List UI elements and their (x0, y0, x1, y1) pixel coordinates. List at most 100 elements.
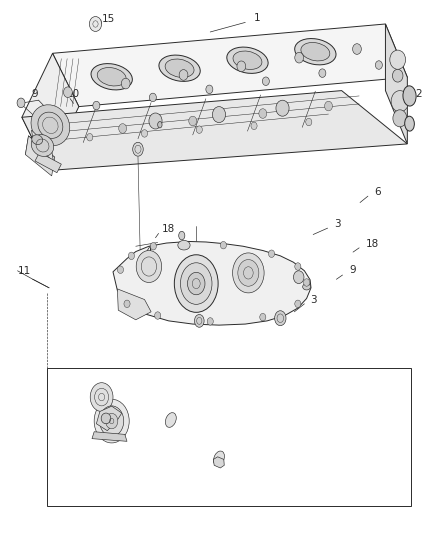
Ellipse shape (233, 253, 264, 293)
Circle shape (207, 318, 213, 325)
Text: 6: 6 (374, 188, 381, 197)
Circle shape (196, 126, 202, 133)
Ellipse shape (90, 383, 113, 411)
Ellipse shape (238, 260, 259, 286)
Circle shape (119, 124, 127, 133)
Circle shape (206, 85, 213, 94)
Ellipse shape (159, 55, 200, 82)
Ellipse shape (32, 135, 42, 144)
Circle shape (237, 61, 246, 71)
Circle shape (293, 271, 304, 284)
Circle shape (155, 312, 161, 319)
Circle shape (276, 100, 289, 116)
Circle shape (121, 78, 130, 89)
Circle shape (141, 130, 148, 137)
Ellipse shape (405, 116, 414, 131)
Text: 9: 9 (349, 265, 356, 275)
Ellipse shape (303, 284, 311, 290)
Circle shape (259, 109, 267, 118)
Circle shape (295, 263, 301, 270)
Ellipse shape (106, 414, 118, 429)
Text: 8: 8 (188, 256, 195, 266)
Circle shape (251, 122, 257, 130)
Ellipse shape (99, 406, 124, 436)
Circle shape (353, 44, 361, 54)
Ellipse shape (178, 240, 190, 250)
Ellipse shape (136, 251, 162, 282)
Text: 9: 9 (32, 90, 38, 99)
Text: 2: 2 (415, 90, 422, 99)
Ellipse shape (97, 68, 126, 86)
Polygon shape (385, 24, 407, 144)
Ellipse shape (31, 135, 54, 156)
Circle shape (189, 116, 197, 126)
Circle shape (306, 118, 312, 126)
Ellipse shape (174, 255, 218, 312)
Circle shape (391, 91, 409, 112)
Polygon shape (96, 406, 122, 431)
Circle shape (393, 110, 407, 127)
Circle shape (17, 98, 25, 108)
Text: 18: 18 (162, 224, 175, 234)
Ellipse shape (133, 142, 143, 156)
Text: 13: 13 (175, 430, 188, 439)
Circle shape (262, 77, 269, 85)
Ellipse shape (194, 314, 204, 327)
Circle shape (295, 52, 304, 63)
Circle shape (295, 300, 301, 308)
Ellipse shape (233, 51, 262, 69)
Circle shape (89, 17, 102, 31)
Circle shape (325, 101, 332, 111)
Ellipse shape (403, 86, 416, 106)
Polygon shape (92, 432, 127, 441)
Circle shape (128, 252, 134, 260)
Circle shape (392, 69, 403, 82)
Text: 4: 4 (145, 246, 152, 255)
Ellipse shape (101, 413, 111, 424)
Ellipse shape (301, 43, 330, 61)
Circle shape (304, 279, 310, 286)
Ellipse shape (166, 413, 176, 427)
Ellipse shape (94, 399, 129, 443)
Text: 12: 12 (74, 408, 88, 418)
Ellipse shape (187, 272, 205, 295)
Circle shape (124, 300, 130, 308)
Circle shape (117, 266, 124, 273)
Circle shape (390, 50, 406, 69)
Circle shape (268, 250, 275, 257)
Circle shape (212, 107, 226, 123)
Ellipse shape (179, 231, 185, 240)
Text: 18: 18 (366, 239, 379, 248)
Circle shape (260, 313, 266, 321)
Circle shape (179, 70, 188, 80)
Text: 4: 4 (196, 295, 203, 304)
Text: 1: 1 (254, 13, 261, 23)
Circle shape (150, 243, 156, 250)
Bar (47, 368, 411, 506)
Circle shape (220, 241, 226, 249)
Text: 3: 3 (334, 220, 340, 229)
Polygon shape (213, 457, 224, 468)
Ellipse shape (295, 38, 336, 65)
Ellipse shape (275, 311, 286, 326)
Text: 11: 11 (18, 266, 31, 276)
Polygon shape (113, 241, 311, 325)
Circle shape (319, 69, 326, 77)
Ellipse shape (227, 47, 268, 74)
Circle shape (149, 93, 156, 102)
Ellipse shape (31, 105, 70, 146)
Circle shape (64, 87, 72, 98)
Circle shape (87, 133, 93, 141)
Ellipse shape (214, 451, 224, 466)
Ellipse shape (180, 263, 212, 304)
Polygon shape (22, 91, 407, 171)
Circle shape (375, 61, 382, 69)
Ellipse shape (165, 59, 194, 77)
Text: 3: 3 (310, 295, 317, 304)
Polygon shape (25, 136, 55, 176)
Ellipse shape (158, 122, 162, 128)
Circle shape (149, 113, 162, 129)
Text: 14: 14 (299, 401, 312, 411)
Circle shape (93, 101, 100, 110)
Polygon shape (22, 53, 79, 171)
